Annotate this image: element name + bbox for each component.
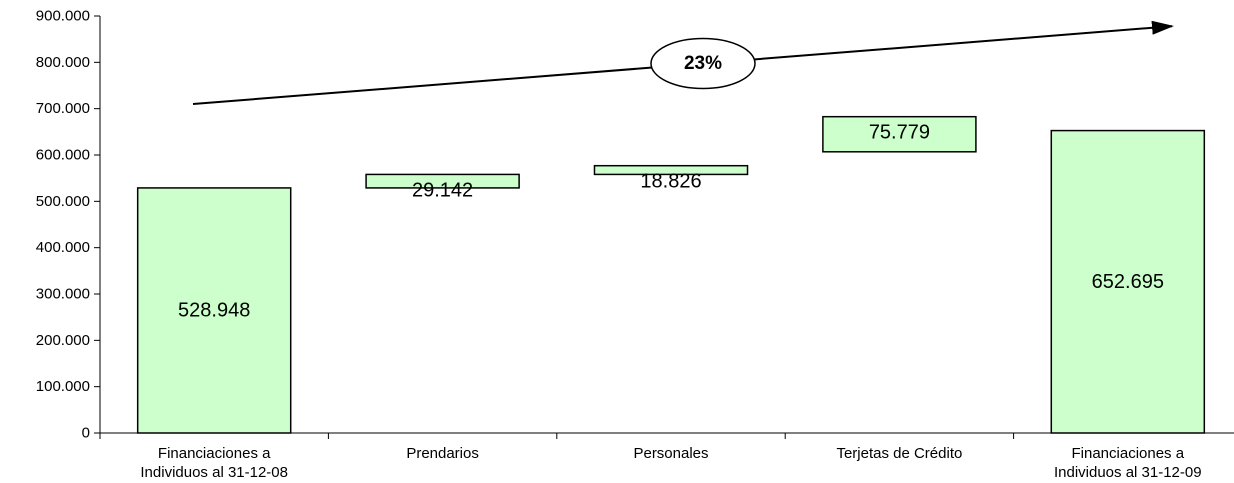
y-tick-label: 100.000: [36, 378, 90, 395]
growth-annotation: 23%: [192, 20, 1174, 106]
bars: 528.948 29.142 18.826 75.779 652.695: [136, 115, 1206, 434]
x-category-label-line: Individuos al 31-12-09: [1054, 464, 1202, 481]
bar-value-label: 75.779: [869, 122, 930, 144]
x-category-label: Financiaciones a Individuos al 31-12-08: [140, 445, 288, 481]
y-tick-label: 800.000: [36, 54, 90, 71]
y-tick-label: 300.000: [36, 286, 90, 303]
x-category-label-line: Individuos al 31-12-08: [140, 464, 288, 481]
growth-ellipse: [650, 37, 756, 90]
bar-value-label: 528.948: [178, 299, 250, 321]
bar: [1050, 129, 1206, 434]
x-category-label: Personales: [633, 445, 708, 462]
bar: [136, 187, 292, 434]
x-category-label-line: Financiaciones a: [1072, 445, 1185, 462]
growth-percentage-label: 23%: [684, 53, 722, 74]
x-category-label: Prendarios: [406, 445, 479, 462]
y-tick-label: 200.000: [36, 332, 90, 349]
bar-value-label: 18.826: [640, 171, 701, 193]
x-category-label: Financiaciones a Individuos al 31-12-09: [1054, 445, 1202, 481]
x-category-label: Terjetas de Crédito: [836, 445, 962, 462]
y-tick-label: 0: [82, 425, 90, 442]
x-category-label-line: Prendarios: [406, 445, 479, 462]
y-tick-label: 500.000: [36, 193, 90, 210]
y-tick-label: 600.000: [36, 147, 90, 164]
bar-value-label: 652.695: [1092, 271, 1164, 293]
x-axis: Financiaciones a Individuos al 31-12-08 Pr…: [99, 432, 1234, 481]
y-tick-label: 700.000: [36, 100, 90, 117]
x-category-label-line: Financiaciones a: [158, 445, 271, 462]
bar: [593, 164, 749, 176]
bar: [365, 173, 520, 189]
y-axis: 0 100.000 200.000 300.000 400.000 500.000 600.…: [36, 8, 101, 442]
bar: [822, 115, 977, 153]
x-category-label-line: Personales: [633, 445, 708, 462]
bar-value-label: 29.142: [412, 179, 473, 201]
y-tick-label: 900.000: [36, 8, 90, 25]
y-tick-label: 400.000: [36, 239, 90, 256]
x-category-label-line: Terjetas de Crédito: [836, 445, 962, 462]
